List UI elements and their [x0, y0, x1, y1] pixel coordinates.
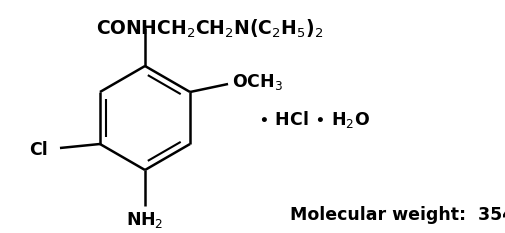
Text: Molecular weight:  354.3: Molecular weight: 354.3 — [289, 206, 505, 224]
Text: NH$_2$: NH$_2$ — [126, 210, 163, 230]
Text: $\bullet$ HCl $\bullet$ H$_2$O: $\bullet$ HCl $\bullet$ H$_2$O — [258, 110, 369, 130]
Text: OCH$_3$: OCH$_3$ — [231, 72, 282, 92]
Text: CONHCH$_2$CH$_2$N(C$_2$H$_5$)$_2$: CONHCH$_2$CH$_2$N(C$_2$H$_5$)$_2$ — [96, 18, 323, 40]
Text: Cl: Cl — [29, 141, 48, 159]
